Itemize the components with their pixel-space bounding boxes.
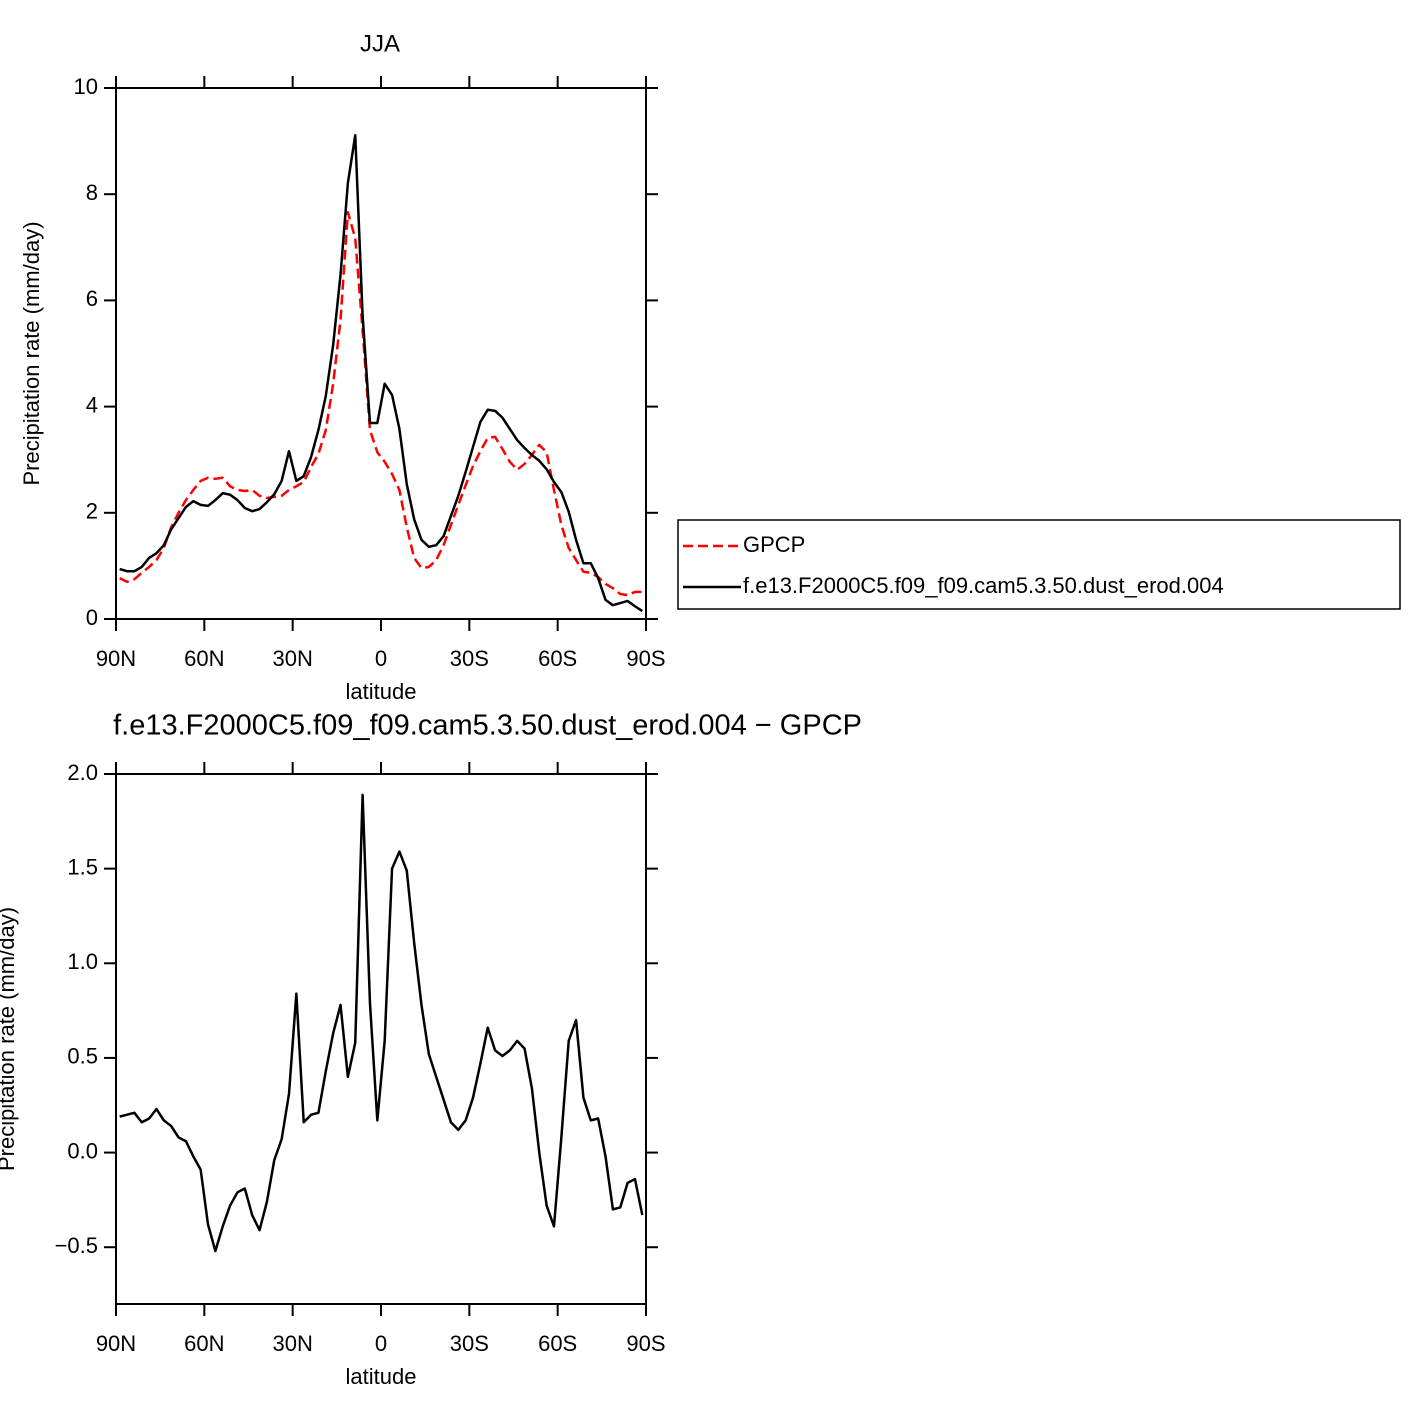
x-tick-label: 60N	[184, 1331, 224, 1356]
y-axis-label: Precipitation rate (mm/day)	[19, 221, 44, 485]
legend: GPCP f.e13.F2000C5.f09_f09.cam5.3.50.dust…	[677, 519, 1401, 610]
series-line	[119, 211, 643, 597]
y-tick-label: 0.5	[67, 1044, 98, 1069]
y-tick-label: 0	[86, 605, 98, 630]
legend-label: GPCP	[743, 532, 805, 557]
chart-title: f.e13.F2000C5.f09_f09.cam5.3.50.dust_ero…	[113, 710, 862, 742]
x-tick-label: 90S	[626, 646, 665, 671]
x-tick-label: 90N	[96, 1331, 136, 1356]
x-tick-label: 90S	[626, 1331, 665, 1356]
x-tick-label: 60S	[538, 1331, 577, 1356]
y-tick-label: 1.0	[67, 949, 98, 974]
y-tick-label: −0.5	[55, 1233, 98, 1258]
x-tick-label: 60N	[184, 646, 224, 671]
legend-box	[677, 519, 1401, 610]
y-tick-label: 0.0	[67, 1138, 98, 1163]
y-tick-label: 6	[86, 286, 98, 311]
x-tick-label: 60S	[538, 646, 577, 671]
y-tick-label: 10	[74, 74, 98, 99]
x-axis-label: latitude	[346, 679, 417, 704]
series-line	[119, 134, 643, 613]
x-tick-label: 30N	[272, 1331, 312, 1356]
x-tick-label: 90N	[96, 646, 136, 671]
chart-title: JJA	[360, 30, 400, 57]
plot-frame	[115, 773, 647, 1305]
x-tick-label: 30S	[450, 1331, 489, 1356]
y-tick-label: 8	[86, 180, 98, 205]
x-tick-label: 0	[375, 646, 387, 671]
series-line	[119, 793, 644, 1253]
legend-label: f.e13.F2000C5.f09_f09.cam5.3.50.dust_ero…	[743, 573, 1224, 598]
y-tick-label: 4	[86, 392, 98, 417]
plot-frame	[115, 87, 647, 620]
x-tick-label: 30N	[272, 646, 312, 671]
y-axis-label: Precipitation rate (mm/day)	[0, 907, 19, 1171]
x-tick-label: 30S	[450, 646, 489, 671]
y-tick-label: 2.0	[67, 760, 98, 785]
x-axis-label: latitude	[346, 1364, 417, 1389]
x-tick-label: 0	[375, 1331, 387, 1356]
y-tick-label: 1.5	[67, 854, 98, 879]
y-tick-label: 2	[86, 499, 98, 524]
